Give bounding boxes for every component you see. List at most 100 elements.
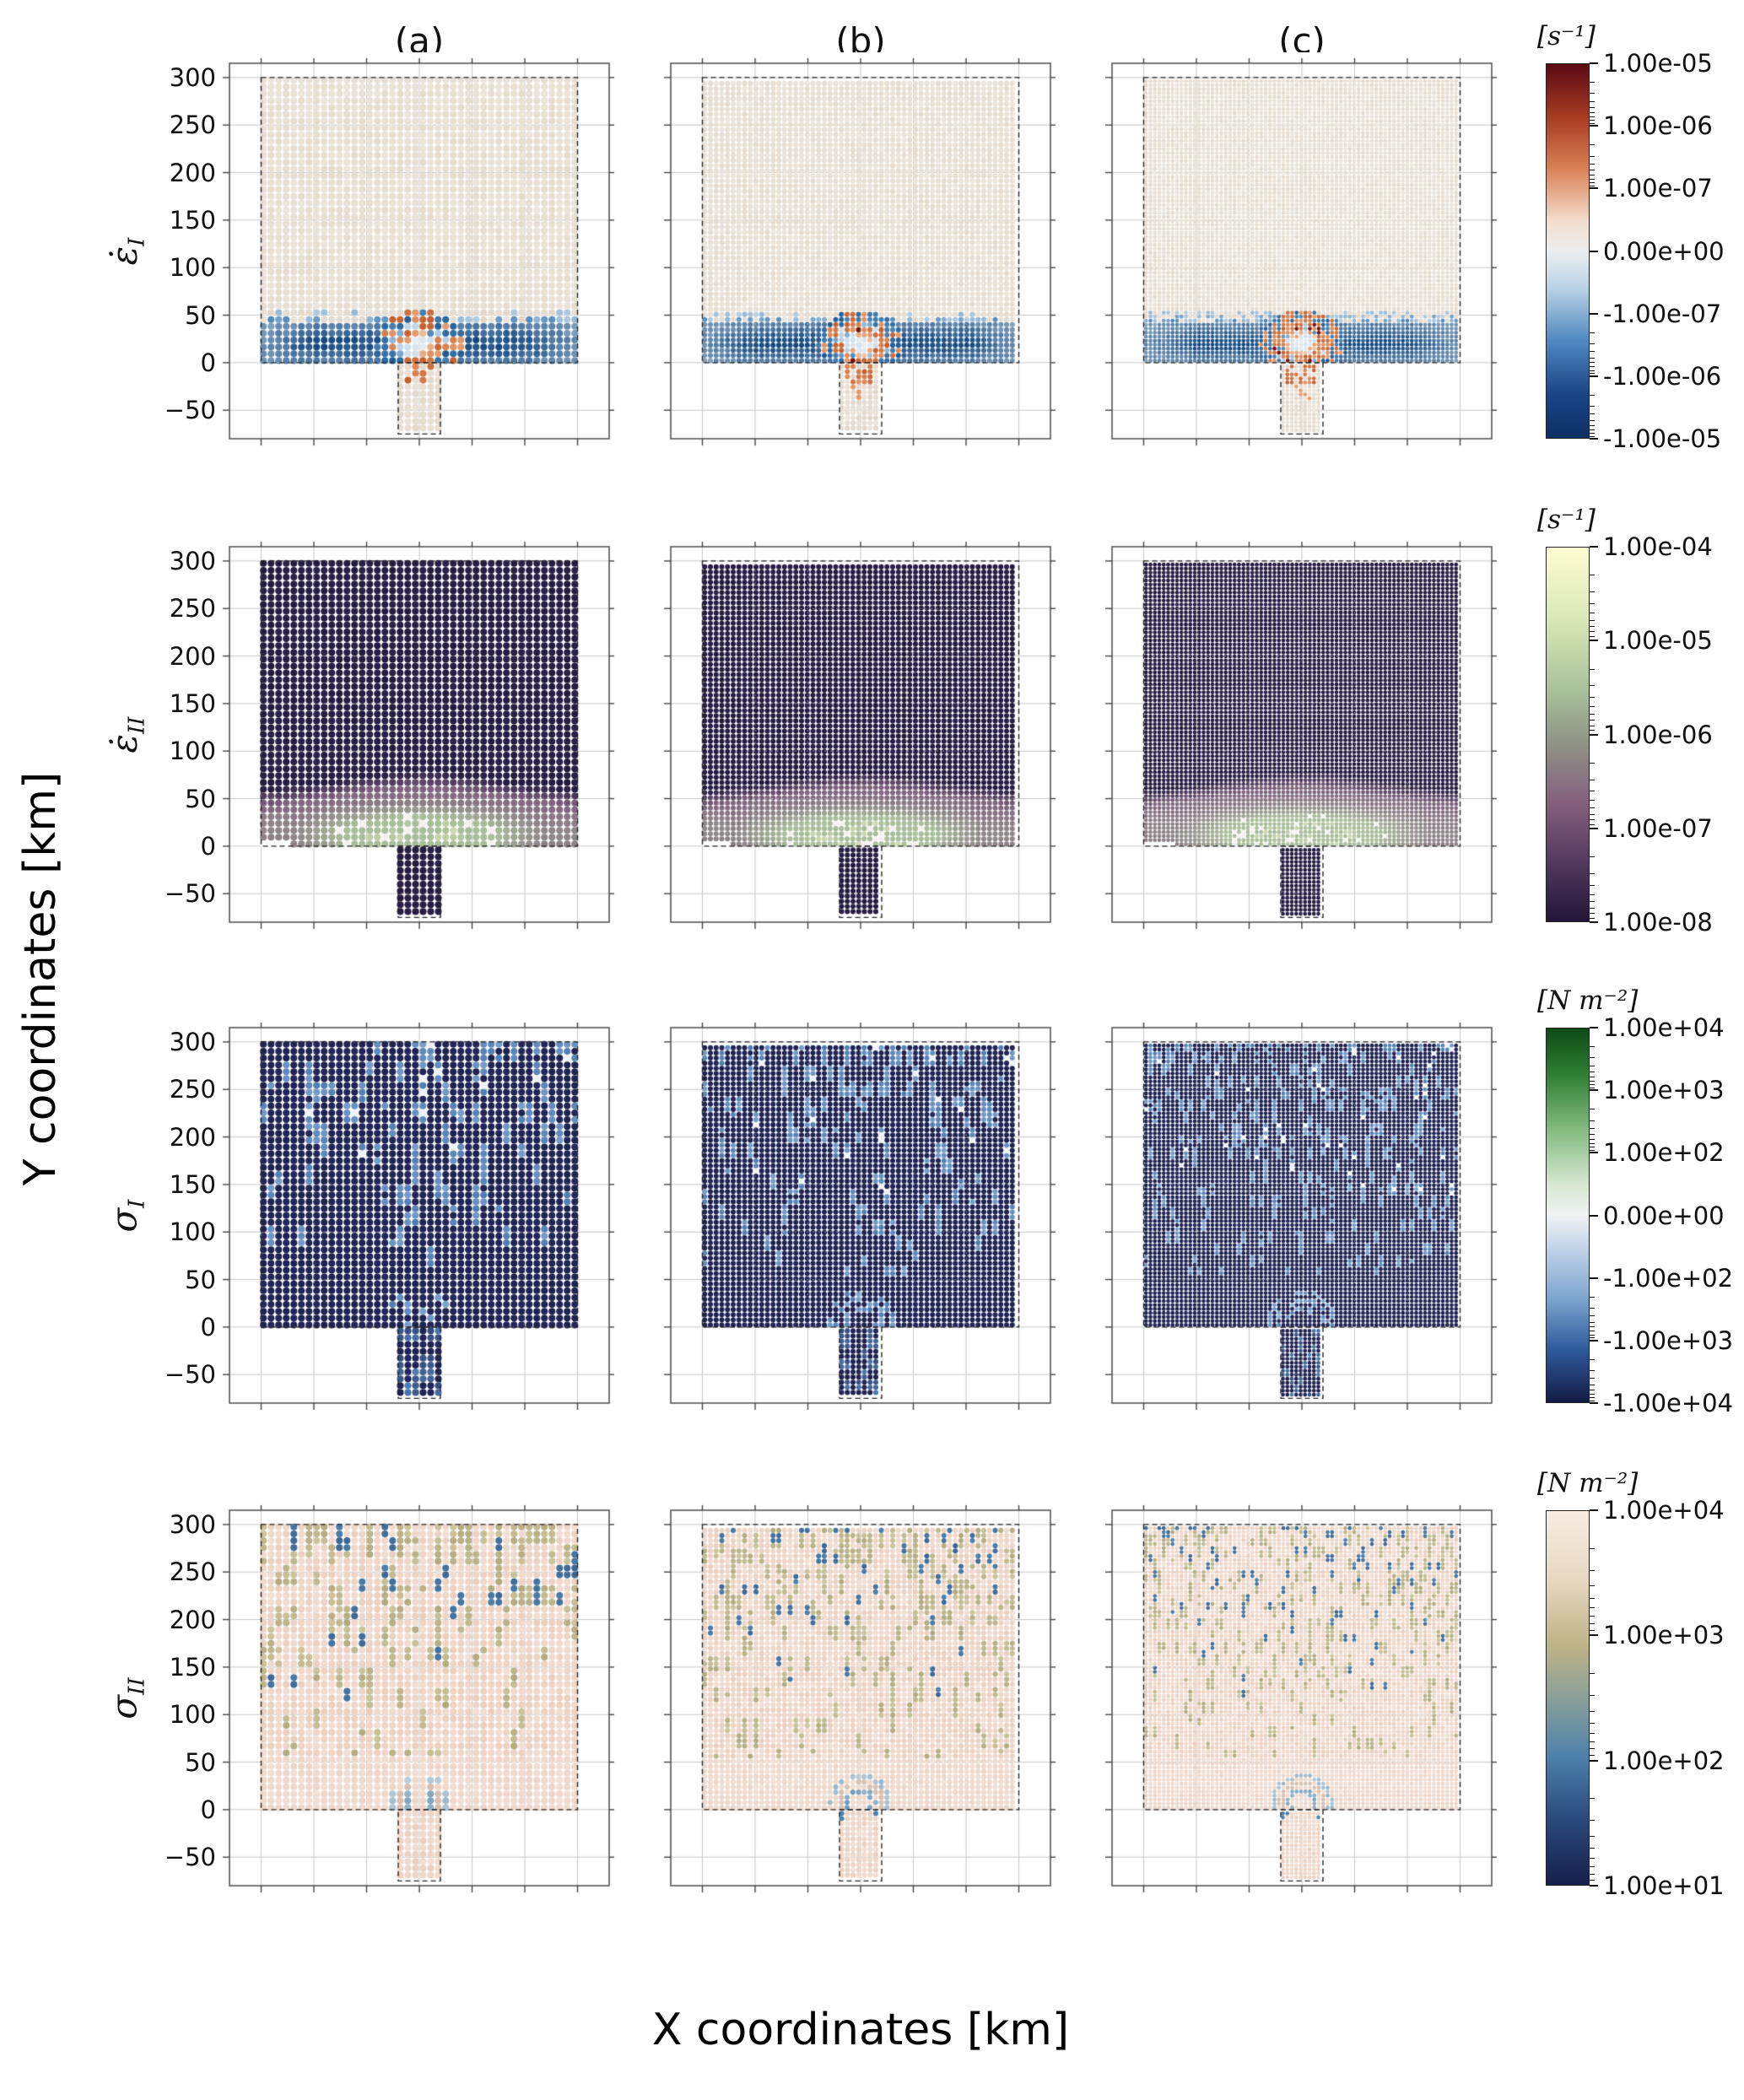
colorbar-minor-tick-mark [1590, 1359, 1595, 1361]
colorbar-tick-label: 1.00e-06 [1603, 720, 1713, 749]
colorbar [1546, 1028, 1590, 1403]
colorbar-minor-tick-mark [1590, 1547, 1595, 1549]
heatmap-panel [219, 536, 620, 933]
colorbar-minor-tick-mark [1590, 626, 1595, 628]
colorbar-tick-mark [1590, 546, 1598, 548]
heatmap-panel [219, 1017, 620, 1414]
y-axis-label: Y coordinates [km] [15, 771, 66, 1186]
colorbar-tick-mark [1590, 1027, 1598, 1028]
heatmap-panel [660, 1499, 1061, 1897]
y-tick-label: 0 [200, 1312, 216, 1342]
colorbar-minor-tick-mark [1590, 429, 1595, 430]
y-tick-label: 150 [169, 1169, 216, 1199]
colorbar-minor-tick-mark [1590, 1597, 1595, 1599]
colorbar-minor-tick-mark [1590, 182, 1595, 184]
colorbar-minor-tick-mark [1590, 122, 1595, 124]
heatmap-panel [1101, 52, 1503, 450]
colorbar-tick-label: -1.00e-07 [1603, 299, 1722, 328]
colorbar-minor-tick-mark [1590, 636, 1595, 638]
y-tick-label: 200 [169, 641, 216, 671]
colorbar-minor-tick-mark [1590, 351, 1595, 353]
colorbar-tick-mark [1590, 1634, 1598, 1637]
colorbar-minor-tick-mark [1590, 1866, 1595, 1868]
panel-canvas-row1-col3 [1101, 52, 1503, 450]
colorbar-tick-mark [1590, 375, 1598, 377]
colorbar-tick-label: 1.00e+04 [1603, 1496, 1725, 1525]
colorbar-minor-tick-mark [1590, 100, 1595, 102]
colorbar-tick-label: 1.00e-07 [1603, 813, 1713, 843]
y-tick-label: 100 [169, 1700, 216, 1730]
colorbar-minor-tick-mark [1590, 1798, 1595, 1800]
colorbar-minor-tick-mark [1590, 1629, 1595, 1631]
colorbar-tick-mark [1590, 1277, 1598, 1279]
colorbar [1546, 63, 1590, 439]
colorbar-minor-tick-mark [1590, 1127, 1595, 1129]
colorbar-minor-tick-mark [1590, 1820, 1595, 1822]
row-label-subscript: I [124, 237, 150, 246]
colorbar-tick-label: 1.00e-08 [1603, 908, 1713, 937]
colorbar-minor-tick-mark [1590, 1334, 1595, 1336]
colorbar-tick-mark [1590, 1089, 1598, 1092]
colorbar-minor-tick-mark [1590, 807, 1595, 809]
colorbar-minor-tick-mark [1590, 93, 1595, 94]
colorbar-tick-mark [1590, 827, 1598, 829]
colorbar-minor-tick-mark [1590, 413, 1595, 415]
colorbar-tick-label: 1.00e+03 [1603, 1076, 1725, 1105]
colorbar-tick-mark [1590, 312, 1598, 315]
colorbar-minor-tick-mark [1590, 631, 1595, 633]
colorbar-minor-tick-mark [1590, 818, 1595, 820]
colorbar-minor-tick-mark [1590, 163, 1595, 165]
colorbar-tick-label: 1.00e+02 [1603, 1746, 1725, 1775]
colorbar-tick-label: 1.00e-05 [1603, 49, 1713, 78]
colorbar-minor-tick-mark [1590, 884, 1595, 886]
colorbar-minor-tick-mark [1590, 432, 1595, 434]
colorbar-minor-tick-mark [1590, 373, 1595, 375]
y-tick-label: 200 [169, 1122, 216, 1152]
colorbar-minor-tick-mark [1590, 1378, 1595, 1379]
colorbar-tick-mark [1590, 1402, 1598, 1404]
panel-canvas-row4-col3 [1101, 1499, 1503, 1897]
heatmap-panel [660, 536, 1061, 933]
colorbar-minor-tick-mark [1590, 901, 1595, 903]
colorbar-minor-tick-mark [1590, 119, 1595, 121]
colorbar-minor-tick-mark [1590, 1607, 1595, 1609]
colorbar-minor-tick-mark [1590, 619, 1595, 621]
colorbar-minor-tick-mark [1590, 144, 1595, 146]
colorbar-minor-tick-mark [1590, 1370, 1595, 1372]
y-tick-label: 50 [185, 784, 216, 813]
heatmap-panel [660, 52, 1061, 450]
colorbar-tick-label: -1.00e-06 [1603, 361, 1722, 391]
colorbar-tick-label: 1.00e-05 [1603, 626, 1713, 656]
colorbar-minor-tick-mark [1590, 1080, 1595, 1082]
colorbar-minor-tick-mark [1590, 668, 1595, 670]
colorbar-tick-label: 1.00e-04 [1603, 532, 1713, 561]
colorbar-minor-tick-mark [1590, 713, 1595, 715]
colorbar-minor-tick-mark [1590, 1585, 1595, 1587]
colorbar-minor-tick-mark [1590, 419, 1595, 421]
colorbar-tick-label: -1.00e+03 [1603, 1325, 1734, 1355]
panel-canvas-row1-col1 [219, 52, 620, 450]
colorbar-minor-tick-mark [1590, 1326, 1595, 1328]
colorbar-unit: [N m⁻²] [1537, 985, 1639, 1016]
colorbar-tick-label: 0.00e+00 [1603, 236, 1725, 266]
colorbar-tick-mark [1590, 187, 1598, 190]
colorbar-tick-label: 1.00e+01 [1603, 1871, 1725, 1900]
colorbar-minor-tick-mark [1590, 602, 1595, 604]
colorbar-minor-tick-mark [1590, 823, 1595, 825]
y-tick-label: 150 [169, 205, 216, 235]
colorbar-tick-mark [1590, 438, 1598, 440]
colorbar-tick-label: -1.00e+02 [1603, 1263, 1734, 1293]
row-label-subscript: II [124, 715, 150, 734]
colorbar-minor-tick-mark [1590, 917, 1595, 919]
y-tick-label: −50 [164, 879, 216, 909]
colorbar-minor-tick-mark [1590, 366, 1595, 368]
colorbar-minor-tick-mark [1590, 362, 1595, 364]
panel-canvas-row2-col1 [219, 536, 620, 933]
colorbar-tick-label: 1.00e-06 [1603, 111, 1713, 141]
panel-canvas-row3-col2 [660, 1017, 1061, 1414]
colorbar-minor-tick-mark [1590, 1710, 1595, 1712]
colorbar-tick-label: 1.00e+03 [1603, 1621, 1725, 1650]
colorbar-minor-tick-mark [1590, 1142, 1595, 1144]
y-tick-label: 150 [169, 1652, 216, 1682]
colorbar-minor-tick-mark [1590, 395, 1595, 397]
